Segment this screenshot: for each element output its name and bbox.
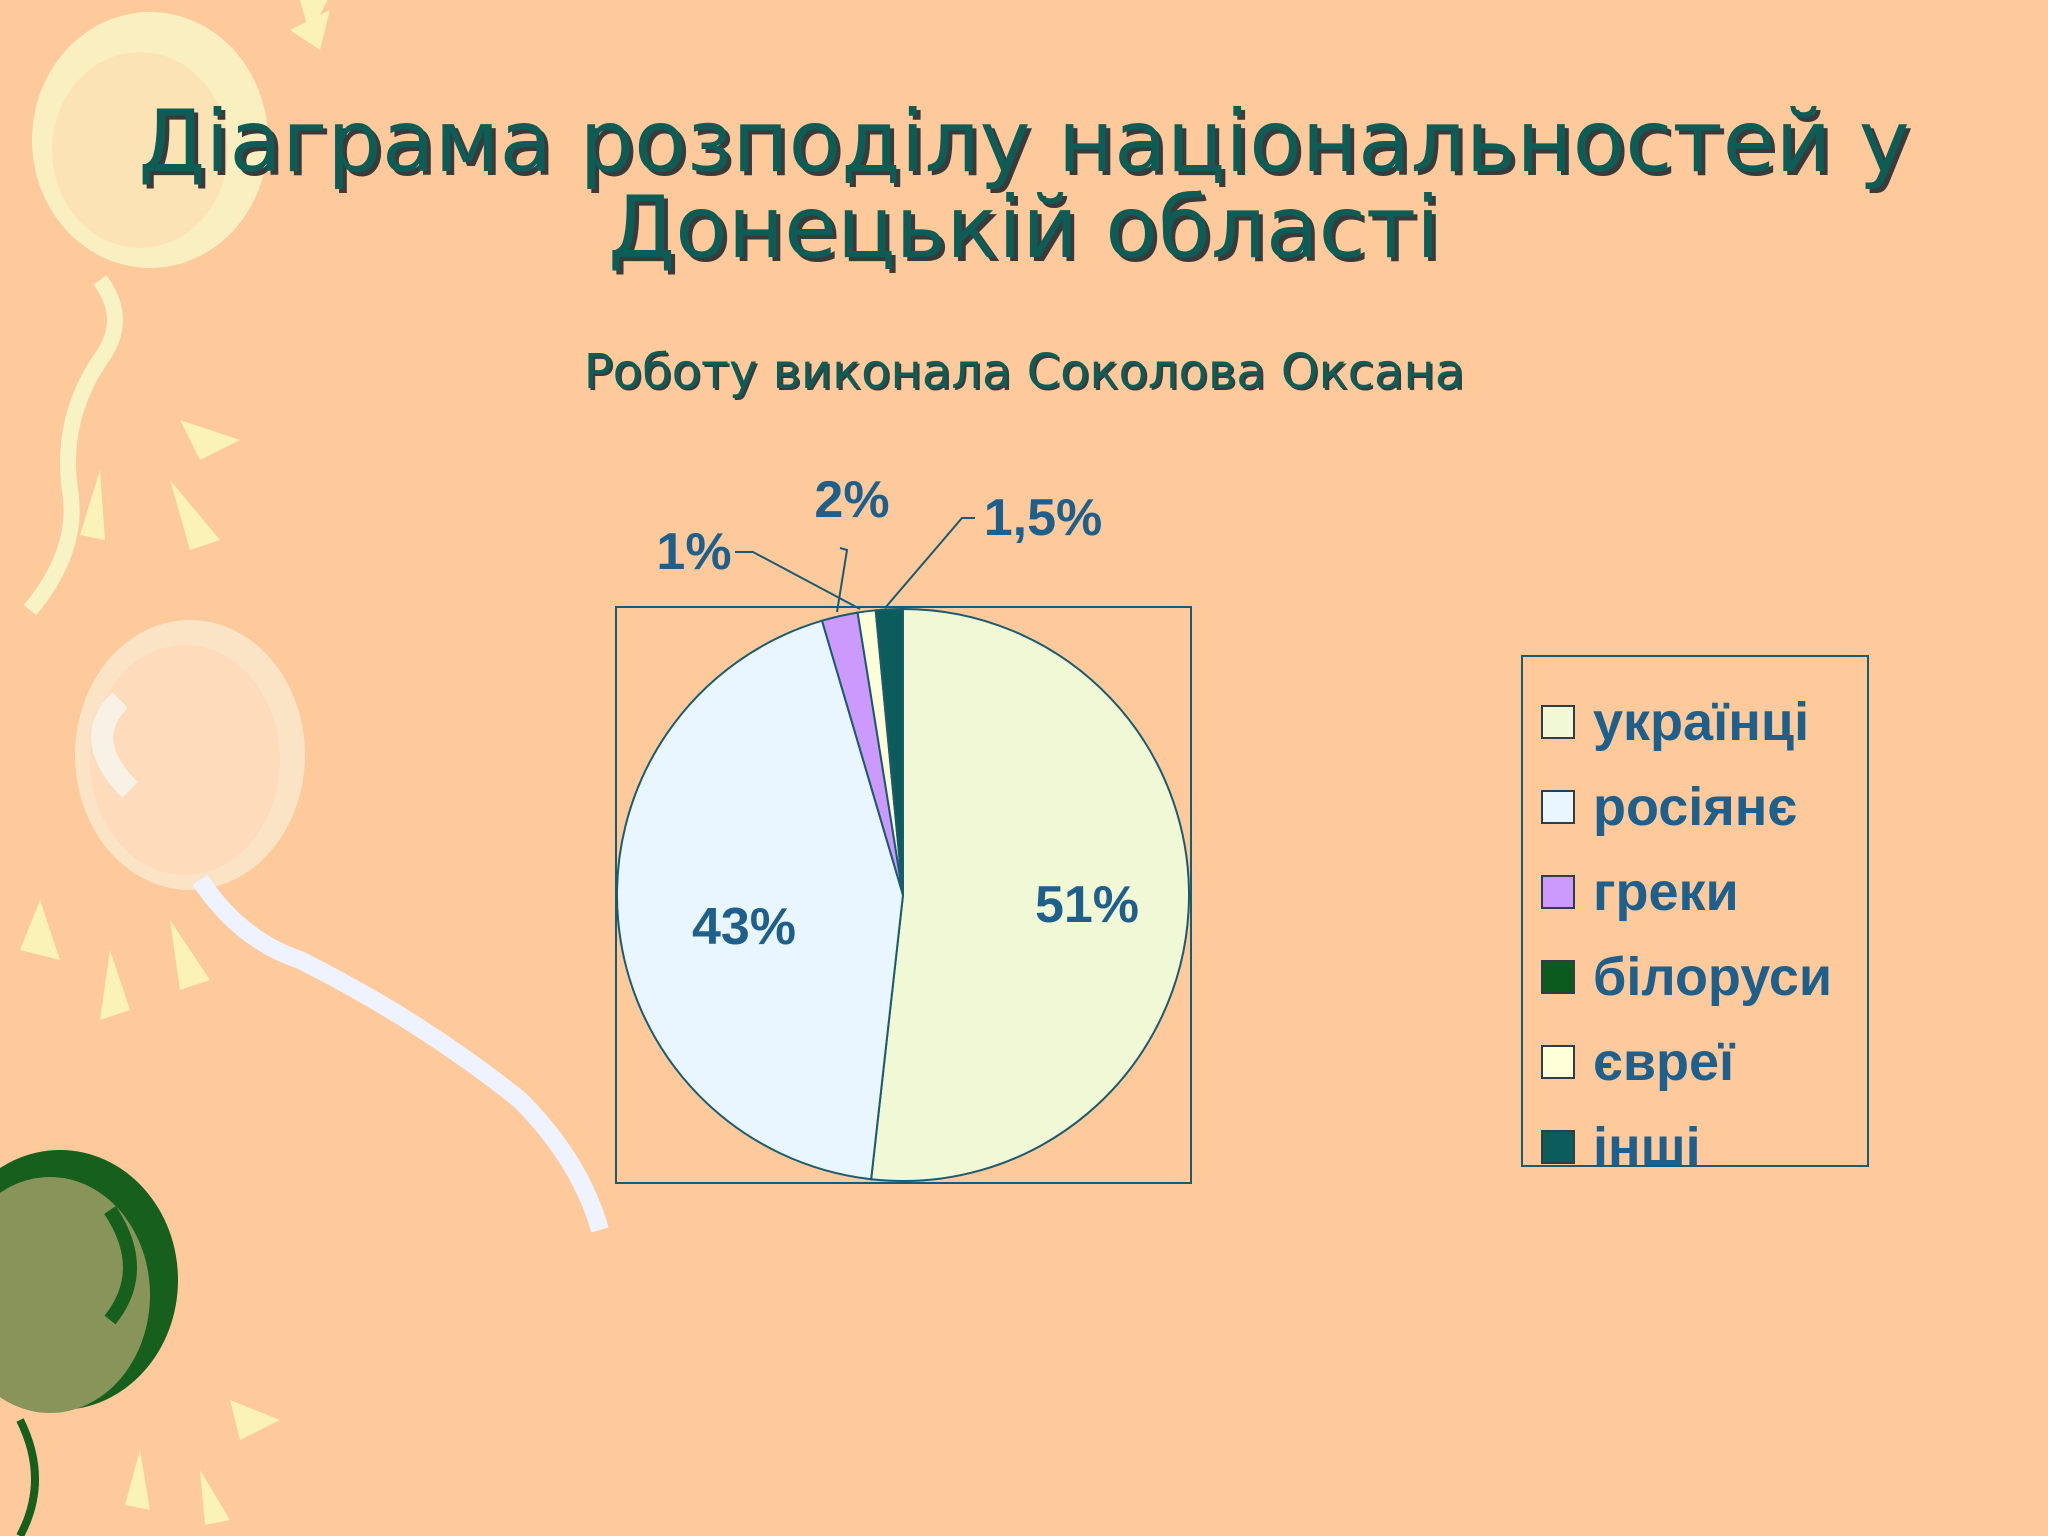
leader-line-6 (884, 517, 975, 609)
legend-item-6: інші (1523, 1104, 1867, 1189)
legend-item-2: росіянє (1523, 764, 1867, 849)
bottom-balloon-icon (0, 1150, 280, 1536)
legend-swatch (1541, 959, 1575, 994)
legend-label: греки (1593, 861, 1739, 922)
slide-title-line-1: Діаграма розподілу національностей у (138, 92, 1910, 192)
leader-line-5 (735, 551, 861, 610)
legend-label: білоруси (1593, 946, 1833, 1007)
chart-legend: українці росіянє греки білоруси євреї інші (1521, 655, 1869, 1177)
legend-label: росіянє (1593, 776, 1798, 837)
leader-line-3 (836, 547, 849, 613)
legend-swatch (1541, 874, 1575, 909)
slide-title-line-2: Донецькій області (608, 178, 1440, 278)
legend-item-5: євреї (1523, 1019, 1867, 1104)
data-label-5: 1% (656, 523, 731, 581)
legend-swatch (1541, 1129, 1575, 1164)
pie-slice-6 (874, 607, 904, 896)
data-label-3: 2% (814, 471, 889, 529)
pie-slice-2 (616, 619, 905, 1181)
legend-swatch (1541, 1044, 1575, 1079)
legend-swatch (1541, 789, 1575, 824)
legend-swatch (1541, 704, 1575, 739)
legend-item-3: греки (1523, 849, 1867, 934)
pie-slice-1 (870, 607, 1190, 1182)
top-balloon-icon (23, 0, 330, 616)
legend-item-1: українці (1523, 679, 1867, 764)
legend-label: інші (1593, 1116, 1701, 1177)
data-label-1: 51% (1035, 876, 1139, 934)
data-label-2: 43% (692, 898, 796, 956)
data-label-6: 1,5% (984, 489, 1103, 547)
middle-balloon-icon (20, 620, 609, 1233)
legend-label: українці (1593, 691, 1810, 752)
legend-item-4: білоруси (1523, 934, 1867, 1019)
slide-subtitle: Роботу виконала Соколова Оксана (583, 344, 1465, 400)
legend-label: євреї (1593, 1031, 1735, 1092)
